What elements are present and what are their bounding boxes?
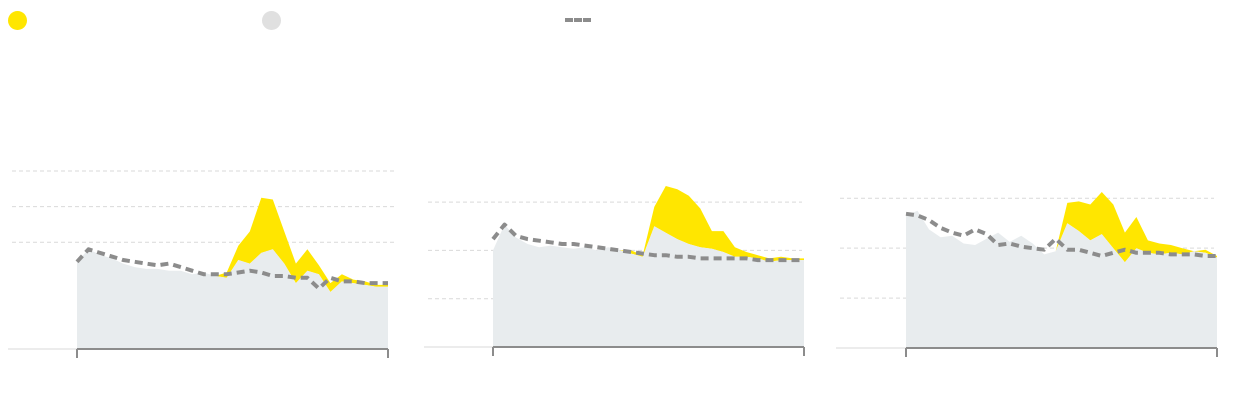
panel-1 [8,170,394,358]
excess-area [906,192,1217,263]
excess-area [493,186,804,262]
panel-2 [424,186,805,356]
legend-item-baseline [262,8,289,32]
legend-swatch-dashed-line [565,18,591,22]
panel-3 [836,192,1218,357]
legend-swatch-yellow [8,10,27,30]
expected-line [75,247,388,291]
baseline-area [77,249,388,349]
baseline-area [906,210,1217,348]
expected-line [905,211,1217,258]
baseline-area [493,224,804,347]
excess-area [77,197,388,292]
legend-swatch-grey [262,10,281,30]
legend-item-excess [8,8,35,32]
legend [0,0,1240,44]
legend-item-expected [565,8,599,32]
